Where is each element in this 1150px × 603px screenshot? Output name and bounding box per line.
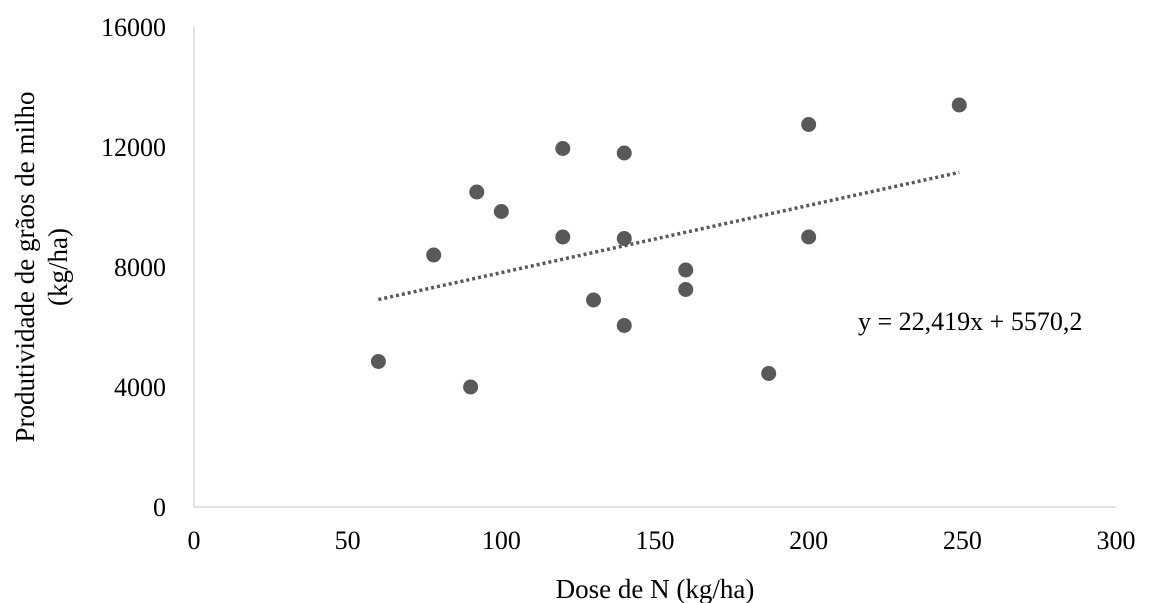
y-tick-label: 8000	[114, 253, 166, 282]
data-point	[586, 292, 602, 308]
data-point	[493, 204, 509, 219]
y-tick-label: 4000	[114, 373, 166, 402]
x-tick-label: 0	[188, 526, 201, 555]
data-point	[801, 117, 817, 132]
data-point	[951, 97, 967, 113]
x-tick-label: 250	[943, 526, 982, 555]
data-point	[616, 231, 632, 246]
data-point	[555, 229, 571, 245]
data-point	[678, 262, 694, 278]
x-tick-label: 150	[636, 526, 675, 555]
data-point	[555, 141, 571, 156]
data-point	[616, 145, 632, 161]
axes: 0 50 100 150 200 250 300 0 4000 8000 12000 16000 Dos…	[10, 13, 1136, 603]
y-tick-label: 16000	[101, 13, 166, 42]
trendline	[378, 170, 960, 302]
data-point	[370, 354, 386, 369]
y-tick-label: 0	[153, 493, 166, 522]
labels-layer: y = 22,419x + 5570,2	[858, 307, 1082, 336]
data-point	[469, 184, 485, 200]
trendline-layer	[378, 170, 960, 302]
data-point	[761, 366, 777, 381]
x-tick-label: 300	[1097, 526, 1136, 555]
x-tick-label: 200	[789, 526, 828, 555]
data-point	[616, 318, 632, 333]
y-tick-label: 12000	[101, 133, 166, 162]
data-point	[678, 282, 694, 297]
points-layer	[370, 97, 967, 395]
data-point	[426, 247, 442, 263]
x-axis-title: Dose de N (kg/ha)	[556, 574, 755, 603]
x-tick-label: 50	[335, 526, 361, 555]
trendline-equation: y = 22,419x + 5570,2	[858, 307, 1082, 336]
y-axis-title-line-2: (kg/ha)	[43, 228, 73, 306]
y-axis-title-line-1: Produtividade de grãos de milho	[10, 92, 40, 443]
data-point	[463, 379, 479, 395]
data-point	[801, 229, 817, 245]
x-tick-label: 100	[482, 526, 521, 555]
